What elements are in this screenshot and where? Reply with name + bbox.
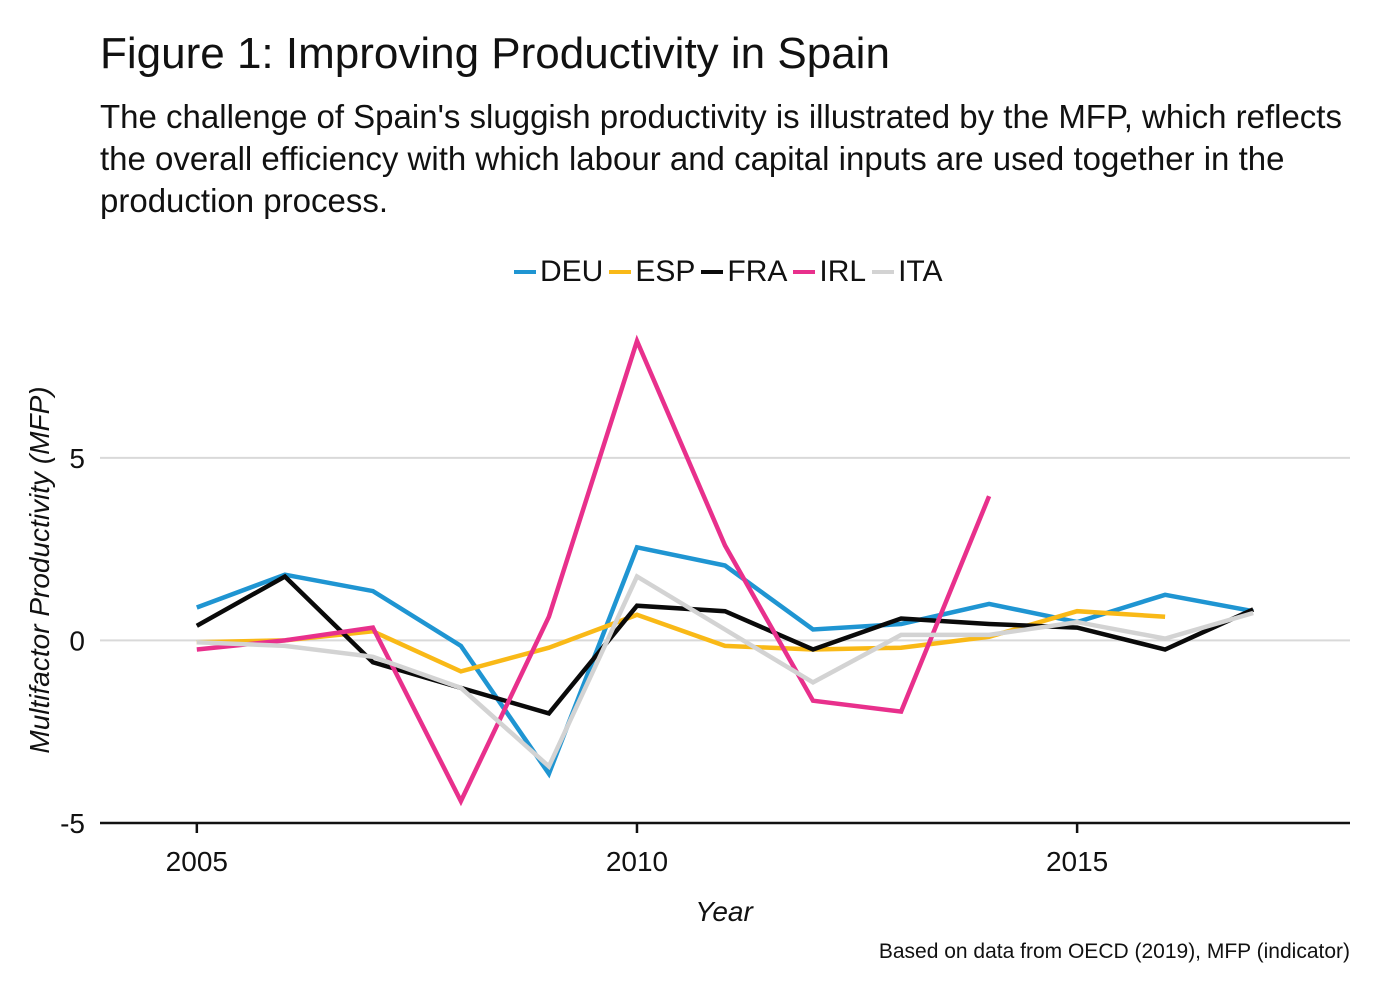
legend-item-irl: IRL	[793, 255, 866, 289]
legend-item-deu: DEU	[514, 255, 603, 289]
legend-item-esp: ESP	[609, 255, 695, 289]
y-axis-label: Multifactor Productivity (MFP)	[24, 386, 55, 754]
legend-swatch-esp	[609, 270, 632, 274]
x-axis-label: Year	[695, 896, 753, 927]
y-tick-label-5: 5	[69, 443, 85, 474]
legend-swatch-ita	[872, 270, 895, 274]
chart-legend: DEU ESP FRA IRL ITA	[514, 252, 949, 292]
legend-label-deu: DEU	[540, 255, 604, 288]
x-tick-label-2010: 2010	[606, 846, 668, 877]
legend-swatch-irl	[793, 270, 816, 274]
legend-item-ita: ITA	[872, 255, 943, 289]
series-line-deu	[196, 544, 1254, 779]
source-caption: Based on data from OECD (2019), MFP (ind…	[878, 940, 1350, 963]
legend-item-fra: FRA	[701, 255, 787, 289]
y-tick-label-0: 0	[69, 625, 85, 656]
legend-label-ita: ITA	[898, 255, 943, 288]
series-line-fra	[195, 573, 1255, 716]
chart-subtitle: The challenge of Spain's sluggish produc…	[100, 98, 1342, 219]
legend-label-esp: ESP	[635, 255, 696, 288]
series-line-ita	[196, 573, 1254, 771]
x-tick-label-2005: 2005	[166, 846, 228, 877]
chart-title: Figure 1: Improving Productivity in Spai…	[100, 29, 890, 78]
y-tick-label--5: -5	[60, 808, 85, 839]
x-tick-label-2015: 2015	[1046, 846, 1108, 877]
legend-label-fra: FRA	[727, 255, 788, 288]
legend-swatch-deu	[514, 270, 536, 274]
legend-label-irl: IRL	[819, 255, 867, 288]
series-line-irl	[196, 334, 992, 807]
legend-swatch-fra	[701, 270, 724, 274]
